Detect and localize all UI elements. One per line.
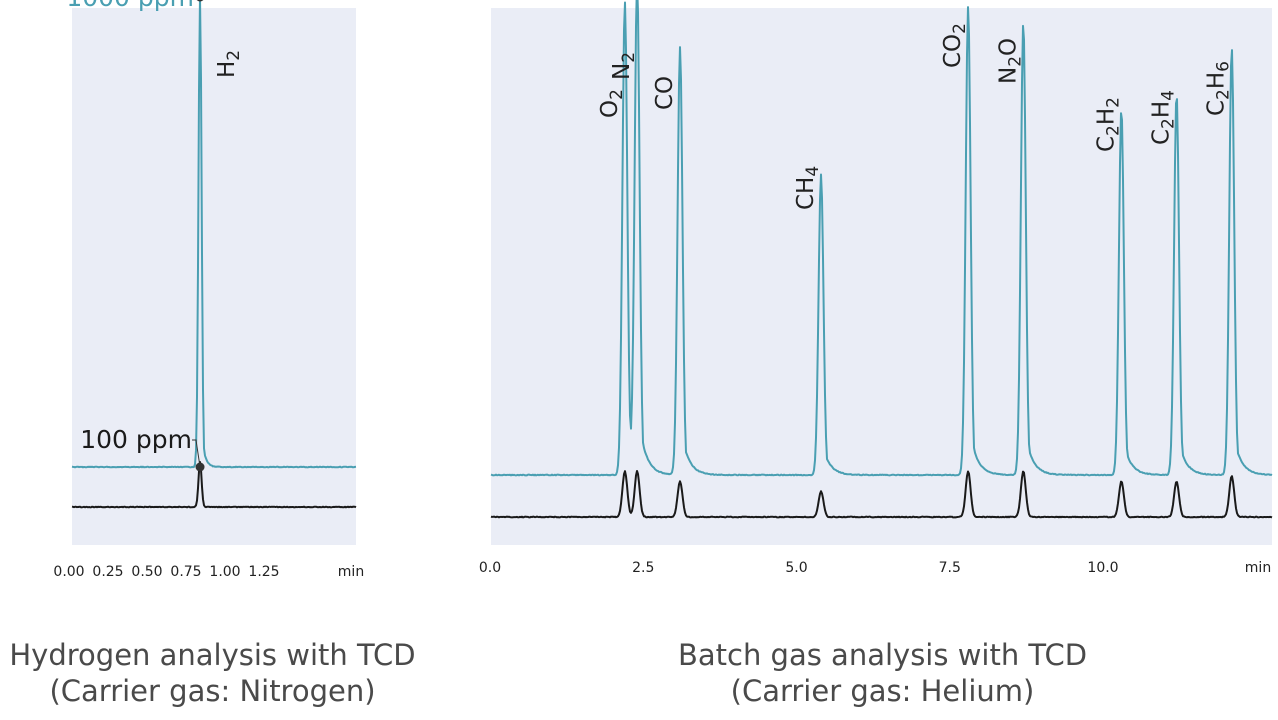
peak-label-text: C — [1204, 100, 1230, 116]
tick-label-batch: 7.5 — [939, 560, 961, 576]
peak-label-text: H — [1149, 101, 1175, 118]
peak-label-subscript: 2 — [1214, 89, 1234, 100]
tick-label-hydrogen: 0.50 — [131, 564, 162, 580]
chart-hydrogen: 0.00 0.25 0.50 0.75 1.00 1.25 min H2 1000 ppm 100… — [53, 0, 364, 580]
peak-label-batch: CH4 — [793, 166, 823, 210]
peak-label-text: H — [214, 61, 240, 78]
peak-label-subscript: 4 — [803, 166, 823, 177]
tick-label-batch: 10.0 — [1087, 560, 1118, 576]
caption-batch: Batch gas analysis with TCD (Carrier gas… — [480, 637, 1278, 709]
plot-area-batch — [491, 8, 1272, 545]
peak-label-text: H — [1093, 108, 1119, 125]
tick-label-hydrogen: 0.00 — [53, 564, 84, 580]
peak-label-text: C — [1149, 129, 1175, 145]
chart-batch: 0.0 2.5 5.0 7.5 10.0 minO2N2COCH4CO2N2OC2H2C2… — [479, 0, 1273, 576]
peak-label-subscript: 6 — [1214, 61, 1234, 72]
peak-label-batch: C2H4 — [1149, 90, 1179, 145]
peak-label-batch: C2H6 — [1204, 61, 1234, 116]
peak-label-subscript: 2 — [1103, 97, 1123, 108]
peak-label-subscript: 2 — [224, 50, 244, 61]
tick-label-batch: 5.0 — [785, 560, 807, 576]
peak-label-text: C — [1093, 136, 1119, 152]
annotation-100ppm: 100 ppm — [80, 425, 192, 454]
tick-label-hydrogen: 0.75 — [170, 564, 201, 580]
peak-label-batch: N2O — [995, 38, 1025, 84]
peak-label-batch: C2H2 — [1093, 97, 1123, 152]
peak-label-subscript: 2 — [607, 89, 627, 100]
peak-label-text: CO — [652, 76, 678, 110]
tick-label-hydrogen: 1.00 — [209, 564, 240, 580]
peak-label-batch: N2 — [609, 52, 639, 80]
trace-batch-upper — [490, 0, 1273, 477]
peak-label-subscript: 2 — [619, 52, 639, 63]
tick-label-batch: 2.5 — [632, 560, 654, 576]
plot-area-hydrogen — [72, 8, 356, 545]
peak-label-text: O — [995, 38, 1021, 56]
peak-label-hydrogen: H2 — [214, 50, 244, 78]
peak-label-subscript: 4 — [1159, 90, 1179, 101]
tick-label-hydrogen: 0.25 — [92, 564, 123, 580]
peak-label-subscript: 2 — [950, 23, 970, 34]
axis-unit-hydrogen: min — [338, 564, 364, 580]
peak-label-batch: CO — [652, 76, 678, 110]
trace-hydrogen-upper — [71, 0, 357, 469]
trace-hydrogen-lower — [71, 461, 357, 509]
trace-batch-lower — [490, 469, 1273, 519]
tick-label-hydrogen: 1.25 — [248, 564, 279, 580]
tick-label-batch: 0.0 — [479, 560, 501, 576]
peak-label-subscript: 2 — [1103, 125, 1123, 136]
peak-label-text: CH — [793, 177, 819, 210]
peak-label-text: H — [1204, 72, 1230, 89]
peak-label-batch: O2 — [597, 89, 627, 118]
annotation-dot-100ppm — [195, 462, 205, 472]
annotation-1000ppm: 1000 ppm — [66, 0, 194, 12]
annotation-dot-1000ppm — [196, 0, 204, 2]
annotation-leader-100ppm — [192, 439, 201, 468]
caption-batch-title: Batch gas analysis with TCD — [677, 638, 1088, 672]
peak-label-text: N — [995, 67, 1021, 84]
peak-label-subscript: 2 — [1005, 56, 1025, 67]
caption-hydrogen: Hydrogen analysis with TCD (Carrier gas:… — [0, 637, 425, 709]
peak-label-batch: CO2 — [940, 23, 970, 68]
caption-hydrogen-subtitle: (Carrier gas: Nitrogen) — [49, 674, 376, 708]
caption-batch-subtitle: (Carrier gas: Helium) — [730, 674, 1035, 708]
caption-hydrogen-title: Hydrogen analysis with TCD — [9, 638, 416, 672]
peak-label-subscript: 2 — [1159, 118, 1179, 129]
peak-label-text: N — [609, 63, 635, 80]
peak-label-text: CO — [940, 34, 966, 68]
peak-label-text: O — [597, 100, 623, 118]
axis-unit-batch: min — [1245, 560, 1271, 576]
